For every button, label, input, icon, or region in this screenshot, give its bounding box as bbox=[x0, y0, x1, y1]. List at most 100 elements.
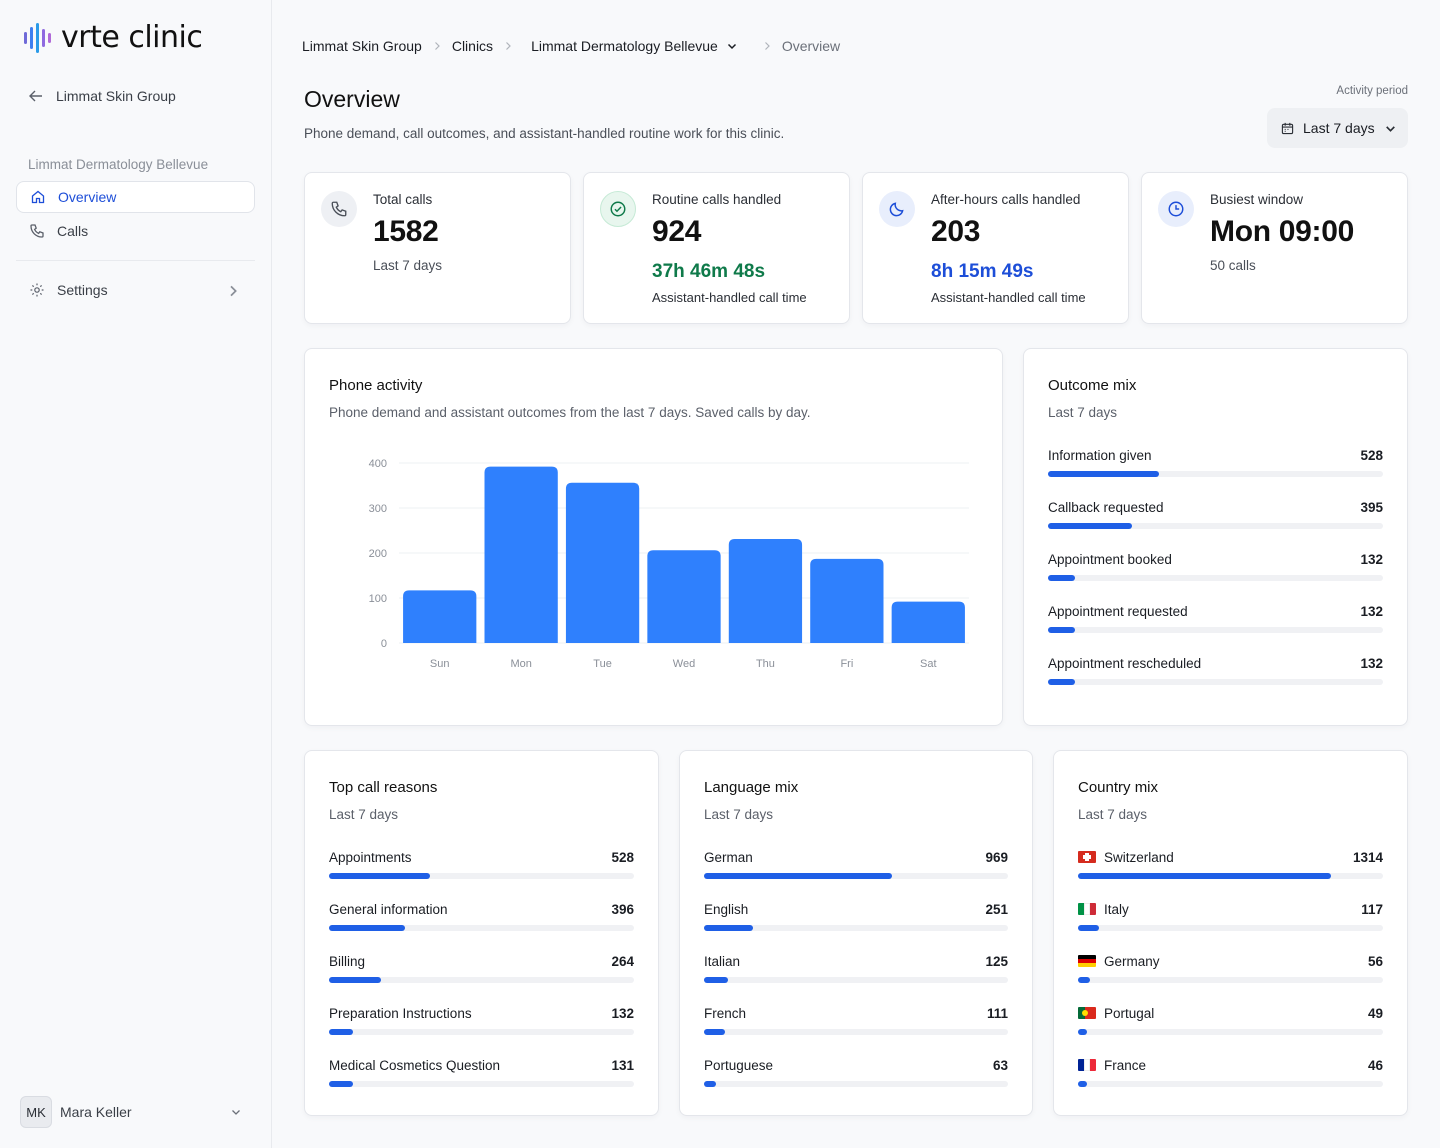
progress-fill bbox=[704, 873, 893, 879]
back-to-group-link[interactable]: Limmat Skin Group bbox=[28, 88, 176, 104]
progress-fill bbox=[1078, 1029, 1088, 1035]
progress-track bbox=[1078, 977, 1383, 983]
flag-pt-icon bbox=[1078, 1007, 1096, 1019]
sidebar-item-overview[interactable]: Overview bbox=[16, 181, 255, 213]
item-value: 46 bbox=[1367, 1057, 1383, 1073]
progress-fill bbox=[704, 1029, 726, 1035]
chevron-down-icon bbox=[232, 1110, 240, 1115]
sidebar-item-settings[interactable]: Settings bbox=[16, 274, 255, 306]
list-item: Billing 264 bbox=[329, 951, 634, 1003]
chart-bar bbox=[647, 550, 721, 643]
chart-bar bbox=[484, 466, 558, 643]
phone-icon bbox=[30, 224, 44, 238]
list-item: Germany 56 bbox=[1078, 951, 1383, 1003]
chevron-down-icon[interactable] bbox=[726, 40, 738, 52]
logo-icon bbox=[24, 22, 51, 54]
clinic-label: Limmat Dermatology Bellevue bbox=[28, 157, 209, 172]
item-label: General information bbox=[329, 901, 448, 917]
avatar: MK bbox=[20, 1096, 52, 1128]
y-tick-label: 400 bbox=[369, 458, 387, 470]
progress-track bbox=[1078, 1029, 1383, 1035]
breadcrumb-clinic-switcher[interactable]: Limmat Dermatology Bellevue bbox=[531, 38, 718, 54]
progress-fill bbox=[1078, 873, 1332, 879]
item-value: 117 bbox=[1361, 901, 1383, 917]
outcome-mix-card: Outcome mix Last 7 days Information give… bbox=[1023, 348, 1408, 726]
item-value: 251 bbox=[985, 901, 1008, 917]
stat-accent: 37h 46m 48s bbox=[652, 261, 766, 282]
item-value: 132 bbox=[1360, 603, 1383, 619]
activity-period-select[interactable]: Last 7 days bbox=[1267, 108, 1408, 148]
item-value: 396 bbox=[611, 901, 634, 917]
item-label: Italian bbox=[704, 953, 741, 969]
card-subtitle: Phone demand and assistant outcomes from… bbox=[329, 405, 811, 420]
item-label: English bbox=[704, 901, 749, 917]
x-tick-label: Fri bbox=[840, 658, 853, 670]
stat-sub: Last 7 days bbox=[373, 258, 443, 273]
flag-fr-icon bbox=[1078, 1059, 1096, 1071]
list-item: Callback requested 395 bbox=[1048, 497, 1383, 549]
list-item: Portuguese 63 bbox=[704, 1055, 1008, 1107]
progress-track bbox=[1048, 575, 1383, 581]
list-item: Preparation Instructions 132 bbox=[329, 1003, 634, 1055]
progress-track bbox=[1078, 873, 1383, 879]
card-title: Language mix bbox=[704, 779, 799, 796]
stat-value: 1582 bbox=[373, 215, 439, 248]
item-label: Callback requested bbox=[1048, 499, 1164, 515]
list-item: Appointments 528 bbox=[329, 847, 634, 899]
stat-value: 203 bbox=[931, 215, 981, 248]
breadcrumb: Limmat Skin Group Clinics Limmat Dermato… bbox=[302, 38, 840, 54]
x-tick-label: Sat bbox=[920, 658, 937, 670]
list-item: German 969 bbox=[704, 847, 1008, 899]
item-value: 132 bbox=[1360, 655, 1383, 671]
y-tick-label: 300 bbox=[369, 503, 387, 515]
breadcrumb-group[interactable]: Limmat Skin Group bbox=[302, 38, 422, 54]
divider bbox=[16, 260, 255, 261]
card-title: Phone activity bbox=[329, 377, 423, 394]
phone-activity-chart: 0 100 200 300 400 Sun Mon Tue Wed Thu Fri Sat bbox=[369, 458, 969, 670]
list-item: Appointment requested 132 bbox=[1048, 601, 1383, 653]
item-value: 49 bbox=[1367, 1005, 1383, 1021]
country-list: Switzerland 1314 Italy 117 Germany 56 Portugal… bbox=[1078, 847, 1383, 1107]
sidebar-item-label: Settings bbox=[57, 282, 108, 298]
progress-fill bbox=[1048, 575, 1075, 581]
item-value: 131 bbox=[611, 1057, 634, 1073]
progress-track bbox=[1048, 679, 1383, 685]
check-circle-icon bbox=[600, 191, 636, 227]
list-item: Appointment rescheduled 132 bbox=[1048, 653, 1383, 705]
chart-bar bbox=[891, 601, 965, 643]
progress-track bbox=[329, 977, 634, 983]
stat-sub: 50 calls bbox=[1210, 258, 1256, 273]
item-label: German bbox=[704, 849, 753, 865]
sidebar-item-label: Calls bbox=[57, 223, 89, 239]
breadcrumb-clinics[interactable]: Clinics bbox=[451, 38, 494, 54]
logo[interactable]: vrte clinic bbox=[24, 20, 203, 55]
flag-it-icon bbox=[1078, 903, 1096, 915]
stat-label: Total calls bbox=[373, 192, 433, 207]
y-tick-label: 100 bbox=[369, 593, 387, 605]
item-value: 264 bbox=[611, 953, 634, 969]
progress-fill bbox=[1078, 925, 1100, 931]
clock-icon bbox=[1158, 191, 1194, 227]
chart-bar bbox=[565, 482, 640, 643]
sidebar-item-label: Overview bbox=[58, 189, 117, 205]
item-value: 132 bbox=[1360, 551, 1383, 567]
chevron-right-icon bbox=[764, 42, 770, 50]
item-label: Italy bbox=[1104, 901, 1129, 917]
card-subtitle: Last 7 days bbox=[704, 807, 774, 822]
stat-card-after-hours: After-hours calls handled 203 8h 15m 49s… bbox=[862, 172, 1129, 324]
progress-track bbox=[329, 873, 634, 879]
sidebar-item-calls[interactable]: Calls bbox=[16, 215, 255, 247]
progress-track bbox=[329, 925, 634, 931]
list-item: Switzerland 1314 bbox=[1078, 847, 1383, 899]
list-item: French 111 bbox=[704, 1003, 1008, 1055]
progress-track bbox=[704, 977, 1008, 983]
sidebar: vrte clinic Limmat Skin Group Limmat Der… bbox=[0, 0, 272, 1148]
progress-fill bbox=[329, 977, 381, 983]
user-menu[interactable]: MK Mara Keller bbox=[20, 1096, 252, 1128]
progress-fill bbox=[1048, 679, 1075, 685]
progress-fill bbox=[1048, 471, 1159, 477]
progress-track bbox=[1048, 523, 1383, 529]
item-value: 528 bbox=[1360, 447, 1383, 463]
phone-activity-card: Phone activity Phone demand and assistan… bbox=[304, 348, 1003, 726]
country-mix-card: Country mix Last 7 days Switzerland 1314 I… bbox=[1053, 750, 1408, 1116]
